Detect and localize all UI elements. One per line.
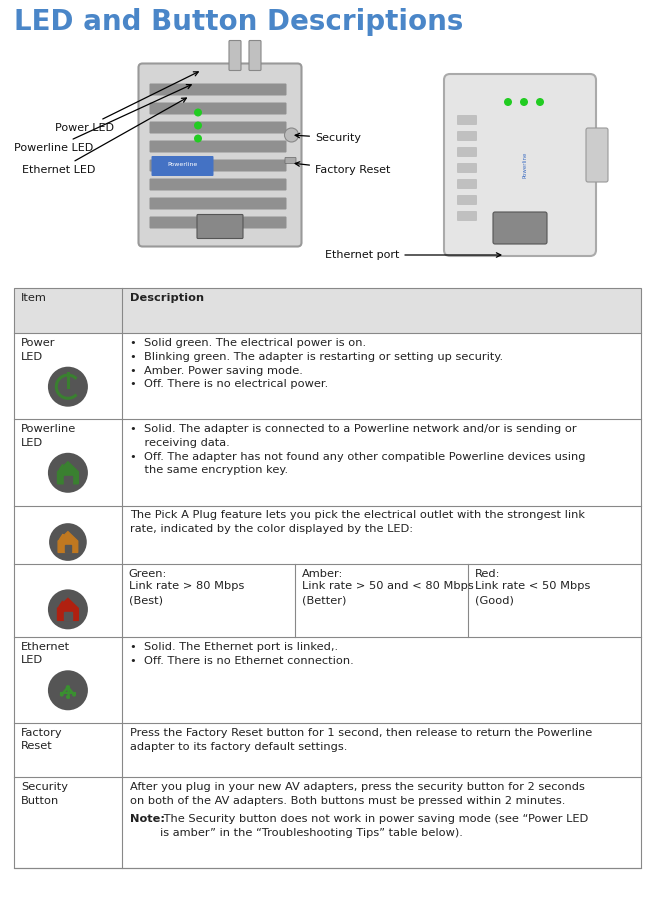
FancyBboxPatch shape — [138, 64, 301, 246]
Circle shape — [60, 692, 64, 697]
Text: Link rate > 50 and < 80 Mbps
(Better): Link rate > 50 and < 80 Mbps (Better) — [302, 581, 474, 605]
Bar — [14, 419, 641, 506]
FancyBboxPatch shape — [149, 160, 286, 172]
Text: Item: Item — [21, 293, 47, 303]
Text: Powerline: Powerline — [168, 163, 198, 168]
Circle shape — [194, 109, 202, 117]
Text: Description: Description — [130, 293, 204, 303]
FancyBboxPatch shape — [457, 211, 477, 221]
FancyBboxPatch shape — [149, 179, 286, 190]
Text: Link rate < 50 Mbps
(Good): Link rate < 50 Mbps (Good) — [475, 581, 590, 605]
Text: Link rate > 80 Mbps
(Best): Link rate > 80 Mbps (Best) — [129, 581, 244, 605]
Bar — [14, 506, 641, 565]
Circle shape — [536, 98, 544, 106]
Polygon shape — [60, 601, 63, 608]
FancyBboxPatch shape — [229, 40, 241, 71]
Circle shape — [284, 128, 299, 142]
Text: After you plug in your new AV adapters, press the security button for 2 seconds
: After you plug in your new AV adapters, … — [130, 782, 585, 820]
FancyBboxPatch shape — [586, 128, 608, 182]
FancyBboxPatch shape — [457, 179, 477, 189]
Text: •  Solid. The Ethernet port is linked,.
•  Off. There is no Ethernet connection.: • Solid. The Ethernet port is linked,. •… — [130, 642, 354, 665]
Text: Power
LED: Power LED — [21, 339, 56, 362]
Text: •  Solid. The adapter is connected to a Powerline network and/or is sending or
 : • Solid. The adapter is connected to a P… — [130, 425, 586, 475]
FancyBboxPatch shape — [444, 74, 596, 256]
FancyBboxPatch shape — [149, 198, 286, 209]
Bar — [14, 565, 641, 637]
Circle shape — [66, 695, 70, 699]
FancyBboxPatch shape — [149, 102, 286, 115]
Text: Note:: Note: — [130, 814, 165, 824]
Bar — [14, 637, 641, 723]
FancyBboxPatch shape — [149, 140, 286, 153]
FancyBboxPatch shape — [197, 215, 243, 239]
FancyBboxPatch shape — [149, 84, 286, 95]
Text: Press the Factory Reset button for 1 second, then release to return the Powerlin: Press the Factory Reset button for 1 sec… — [130, 728, 592, 752]
Text: The Security button does not work in power saving mode (see “Power LED
is amber”: The Security button does not work in pow… — [160, 814, 588, 838]
Text: Amber:: Amber: — [302, 569, 343, 579]
Text: Powerline
LED: Powerline LED — [21, 425, 76, 447]
Text: Ethernet LED: Ethernet LED — [22, 98, 187, 175]
Text: Powerline: Powerline — [523, 152, 527, 178]
FancyBboxPatch shape — [151, 156, 214, 176]
Circle shape — [194, 121, 202, 129]
Polygon shape — [60, 534, 63, 541]
Circle shape — [72, 692, 76, 697]
FancyBboxPatch shape — [457, 115, 477, 125]
Bar — [14, 288, 641, 333]
Bar — [14, 723, 641, 778]
Text: Security: Security — [295, 133, 361, 143]
Circle shape — [66, 685, 70, 690]
Text: Ethernet
LED: Ethernet LED — [21, 642, 70, 665]
FancyBboxPatch shape — [457, 131, 477, 141]
Text: LED and Button Descriptions: LED and Button Descriptions — [14, 8, 463, 36]
Text: Security
Button: Security Button — [21, 782, 68, 806]
Text: The Pick A Plug feature lets you pick the electrical outlet with the strongest l: The Pick A Plug feature lets you pick th… — [130, 510, 585, 534]
FancyBboxPatch shape — [493, 212, 547, 244]
Text: Factory Reset: Factory Reset — [295, 162, 390, 175]
FancyBboxPatch shape — [149, 121, 286, 134]
Bar — [14, 333, 641, 419]
Text: Powerline LED: Powerline LED — [14, 84, 191, 153]
Text: Power LED: Power LED — [55, 72, 198, 133]
Circle shape — [48, 589, 88, 629]
Circle shape — [520, 98, 528, 106]
FancyBboxPatch shape — [457, 163, 477, 173]
Circle shape — [48, 670, 88, 710]
Circle shape — [48, 453, 88, 493]
Bar — [14, 288, 641, 868]
Polygon shape — [58, 462, 79, 484]
Polygon shape — [58, 598, 79, 621]
FancyBboxPatch shape — [249, 40, 261, 71]
FancyBboxPatch shape — [285, 157, 296, 163]
FancyBboxPatch shape — [457, 195, 477, 205]
Text: •  Solid green. The electrical power is on.
•  Blinking green. The adapter is re: • Solid green. The electrical power is o… — [130, 339, 503, 389]
Circle shape — [48, 366, 88, 407]
Circle shape — [49, 524, 86, 561]
Text: Factory
Reset: Factory Reset — [21, 728, 63, 752]
Text: Ethernet port: Ethernet port — [325, 250, 501, 260]
Polygon shape — [64, 476, 71, 484]
Bar — [14, 778, 641, 868]
Polygon shape — [65, 545, 71, 552]
Circle shape — [504, 98, 512, 106]
Polygon shape — [60, 464, 63, 471]
Polygon shape — [64, 612, 71, 621]
Polygon shape — [58, 532, 78, 552]
Text: Red:: Red: — [475, 569, 500, 579]
Text: Green:: Green: — [129, 569, 167, 579]
FancyBboxPatch shape — [149, 216, 286, 228]
FancyBboxPatch shape — [457, 147, 477, 157]
Circle shape — [194, 135, 202, 143]
